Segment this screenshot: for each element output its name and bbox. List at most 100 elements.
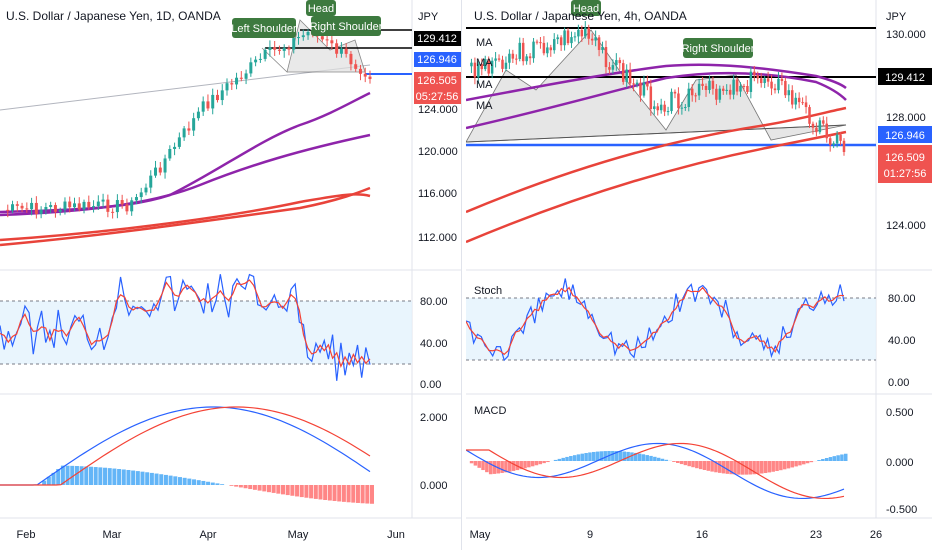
candle xyxy=(144,187,148,193)
macd-histogram-bar xyxy=(580,453,585,461)
stoch-tick: 80.00 xyxy=(888,293,916,305)
svg-text:126.505: 126.505 xyxy=(417,75,457,87)
candle xyxy=(473,62,477,78)
macd-histogram-bar xyxy=(706,461,711,471)
macd-histogram-bar xyxy=(603,451,607,461)
tag-last xyxy=(878,145,932,183)
stoch-label: Stoch xyxy=(474,285,502,297)
candle xyxy=(601,47,604,50)
macd-histogram-bar xyxy=(821,459,825,461)
macd-histogram-bar xyxy=(327,485,332,501)
macd-histogram-bar xyxy=(103,467,108,485)
macd-histogram-bar xyxy=(309,485,314,499)
left-chart-panel[interactable]: Left Shoulder Head Right Shoulder U.S. D… xyxy=(0,0,461,550)
price-tick: 112.000 xyxy=(418,232,457,244)
candle xyxy=(292,38,296,50)
candle xyxy=(297,37,301,39)
time-tick: 26 xyxy=(870,529,882,541)
macd-histogram-bar xyxy=(519,461,523,470)
macd-histogram-bar xyxy=(149,472,154,485)
macd-histogram-bar xyxy=(626,451,630,461)
macd-histogram-bar xyxy=(679,461,684,465)
macd-tick: -0.500 xyxy=(886,504,917,516)
candle xyxy=(508,53,511,63)
candle xyxy=(639,82,642,96)
macd-histogram-bar xyxy=(206,481,211,485)
candle xyxy=(58,209,62,212)
macd-histogram-bar xyxy=(351,485,356,503)
candle xyxy=(483,59,487,70)
ma-purple-2 xyxy=(0,91,371,214)
macd-histogram-bar xyxy=(664,459,669,461)
macd-histogram-bar xyxy=(588,452,592,461)
candle xyxy=(149,175,153,188)
right-chart-panel[interactable]: MA MA MA MA Head Right Shoulder U.S. Dol… xyxy=(466,0,932,550)
macd-histogram-bar xyxy=(295,485,300,497)
left-currency: JPY xyxy=(418,11,439,23)
candle xyxy=(728,89,732,95)
macd-histogram-bar xyxy=(572,455,577,461)
macd-histogram-bar xyxy=(201,480,206,485)
macd-histogram-bar xyxy=(702,461,707,471)
macd-histogram-bar xyxy=(60,465,65,485)
tag-high xyxy=(414,31,461,46)
right-shoulder-label: Right Shoulder xyxy=(682,43,755,55)
macd-histogram-bar xyxy=(714,461,718,473)
tag-high xyxy=(878,68,932,85)
macd-histogram-bar xyxy=(290,485,295,496)
macd-histogram-bar xyxy=(131,470,136,485)
macd-histogram-bar xyxy=(74,466,79,485)
macd-histogram-bar xyxy=(112,468,117,485)
candle xyxy=(201,101,205,112)
candle xyxy=(25,208,29,210)
macd-histogram-bar xyxy=(527,461,531,468)
stoch-k xyxy=(0,273,371,381)
macd-histogram-bar xyxy=(285,485,290,496)
macd-histogram-bar xyxy=(756,461,760,474)
panel-separator[interactable] xyxy=(461,0,466,550)
candle xyxy=(559,37,563,46)
candle xyxy=(92,206,96,208)
svg-text:126.946: 126.946 xyxy=(885,130,925,142)
candle xyxy=(670,91,673,112)
macd-histogram-bar xyxy=(569,456,573,461)
candle xyxy=(828,138,832,145)
ma-label: MA xyxy=(476,57,493,69)
time-tick: 9 xyxy=(587,529,593,541)
candle xyxy=(532,41,535,59)
candle xyxy=(539,42,542,44)
candle xyxy=(635,82,639,85)
candle xyxy=(525,56,528,62)
macd-histogram-bar xyxy=(718,461,722,473)
candle xyxy=(87,201,91,208)
macd-histogram-bar xyxy=(698,461,703,470)
candle xyxy=(254,59,258,63)
candle xyxy=(656,106,659,111)
macd-histogram-bar xyxy=(599,451,604,461)
candle xyxy=(628,69,632,84)
macd-histogram-bar xyxy=(561,457,565,461)
candle xyxy=(673,91,677,94)
candle xyxy=(701,83,704,86)
candle xyxy=(746,85,749,92)
candle xyxy=(287,47,291,50)
macd-tick: 0.000 xyxy=(886,457,914,469)
candle xyxy=(34,202,38,214)
candle xyxy=(72,203,76,208)
time-tick: Mar xyxy=(103,529,122,541)
candle xyxy=(282,47,286,51)
macd-histogram-bar xyxy=(215,483,220,485)
candle xyxy=(704,85,708,90)
macd-tick: 2.000 xyxy=(420,412,448,424)
macd-histogram-bar xyxy=(234,485,239,487)
candle xyxy=(687,88,691,108)
stoch-tick: 0.00 xyxy=(888,377,909,389)
candle xyxy=(780,78,784,81)
candle xyxy=(580,29,584,37)
candle xyxy=(535,41,539,43)
candle xyxy=(653,106,656,109)
candle xyxy=(615,60,618,66)
tag-neck xyxy=(414,52,461,67)
macd-histogram-bar xyxy=(266,485,271,493)
macd-histogram-bar xyxy=(653,456,657,461)
